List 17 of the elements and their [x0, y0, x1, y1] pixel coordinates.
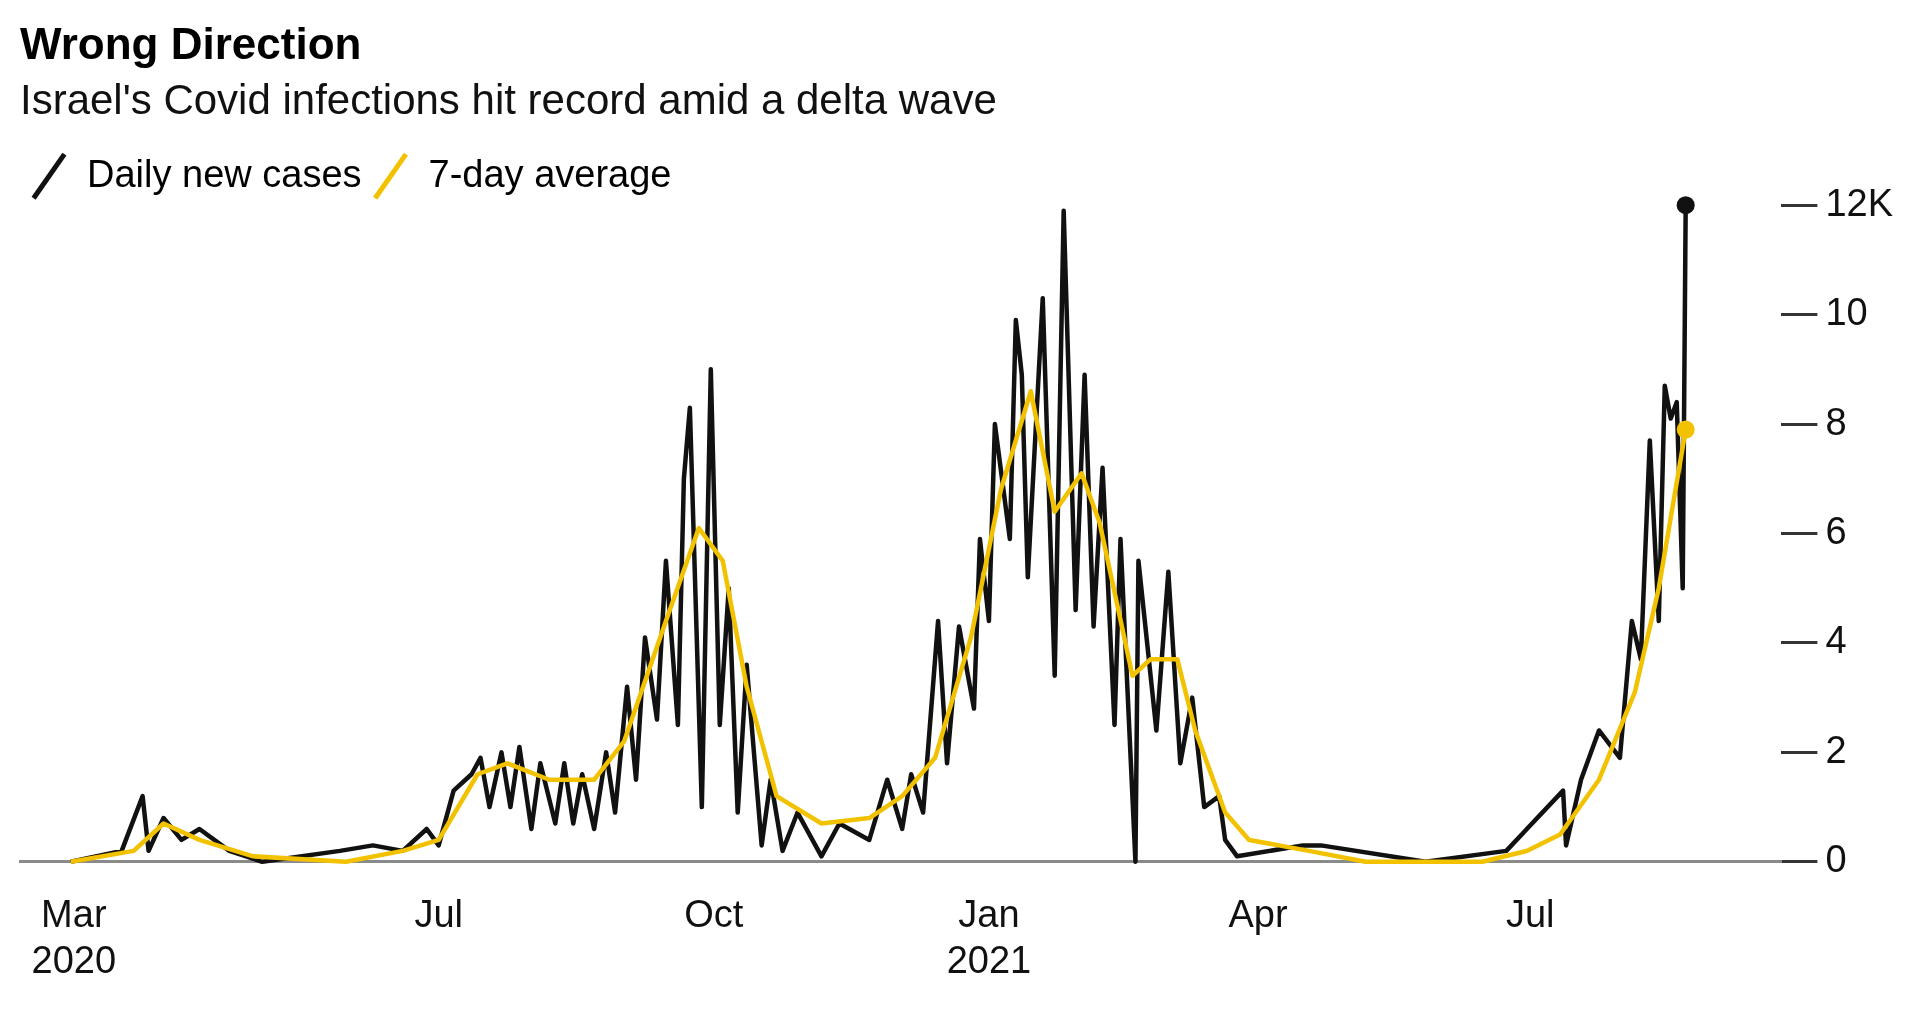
- y-tick-label: 6: [1825, 509, 1847, 552]
- x-tick-label: Mar 2020: [31, 893, 117, 981]
- x-tick-label: Apr: [1228, 893, 1288, 936]
- legend-label: 7-day average: [428, 152, 672, 195]
- chart-title: Wrong Direction: [20, 18, 362, 68]
- x-tick-label: Jan 2021: [946, 893, 1032, 981]
- y-tick-label: 4: [1825, 619, 1847, 662]
- chart-subtitle: Israel's Covid infections hit record amid a delta wave: [20, 75, 997, 123]
- y-tick-label: 2: [1825, 728, 1847, 771]
- y-tick-label: 10: [1825, 291, 1868, 334]
- y-tick-label: 12K: [1825, 181, 1894, 224]
- x-tick-label: Jul: [414, 893, 463, 936]
- legend-label: Daily new cases: [87, 152, 362, 195]
- x-tick-label: Oct: [684, 893, 744, 936]
- y-tick-label: 0: [1825, 838, 1847, 881]
- x-tick-label: Jul: [1505, 893, 1555, 936]
- y-tick-label: 8: [1825, 400, 1847, 443]
